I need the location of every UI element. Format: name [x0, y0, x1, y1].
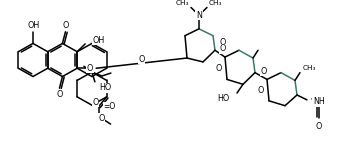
Text: N: N	[196, 11, 202, 20]
Text: HO: HO	[217, 94, 229, 103]
Text: O: O	[316, 122, 322, 131]
Text: CH₃: CH₃	[303, 65, 316, 71]
Text: O: O	[87, 64, 93, 73]
Text: O: O	[99, 114, 105, 123]
Text: NH: NH	[313, 97, 325, 106]
Text: OH: OH	[92, 36, 105, 44]
Text: O: O	[258, 86, 264, 95]
Text: O: O	[219, 39, 225, 47]
Text: O: O	[138, 55, 145, 64]
Text: OH: OH	[28, 21, 40, 30]
Text: CH₃: CH₃	[176, 0, 189, 6]
Text: O: O	[62, 21, 69, 30]
Text: O: O	[56, 89, 63, 99]
Text: HO: HO	[99, 83, 111, 92]
Text: O: O	[261, 67, 267, 76]
Text: O: O	[92, 98, 99, 107]
Text: CH₃: CH₃	[209, 0, 222, 6]
Text: =O: =O	[103, 102, 116, 111]
Text: O: O	[220, 44, 226, 53]
Text: O: O	[216, 64, 222, 73]
